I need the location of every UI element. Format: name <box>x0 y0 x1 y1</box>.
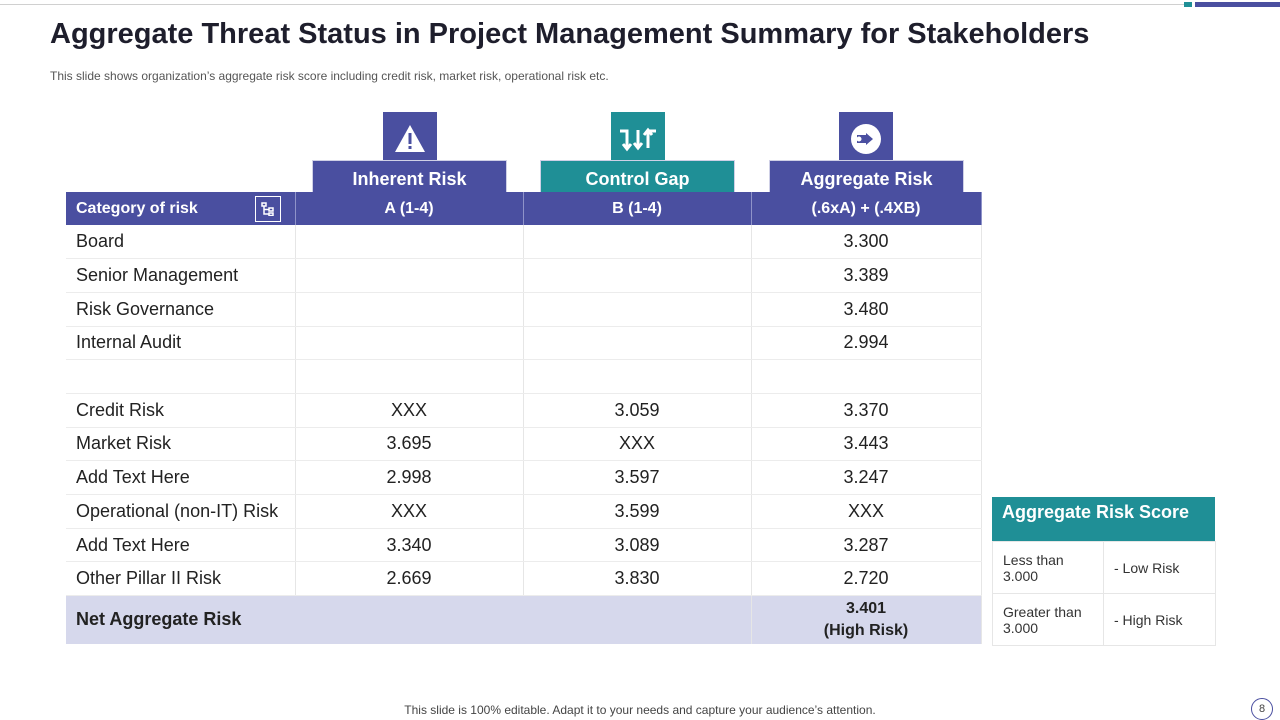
cell-a: 3.340 <box>295 528 524 563</box>
row-label: Risk Governance <box>66 292 296 327</box>
arrows-exchange-icon <box>611 112 665 166</box>
row-label <box>66 359 296 394</box>
net-aggregate-label: Net Aggregate Risk <box>66 595 752 644</box>
cell-a: XXX <box>295 494 524 529</box>
table-row: Market Risk 3.695 XXX 3.443 <box>66 427 982 462</box>
row-label: Board <box>66 225 296 260</box>
hierarchy-icon <box>254 196 281 222</box>
cell-a: XXX <box>295 393 524 428</box>
net-aggregate-status: (High Risk) <box>823 621 909 639</box>
header-a: A (1-4) <box>295 192 524 225</box>
cell-aggregate: 3.287 <box>751 528 982 563</box>
table-row: Credit Risk XXX 3.059 3.370 <box>66 393 982 428</box>
aggregate-arrow-icon <box>839 112 893 166</box>
cell-aggregate <box>751 359 982 394</box>
footer-note: This slide is 100% editable. Adapt it to… <box>404 703 876 717</box>
score-row: Greater than 3.000 - High Risk <box>992 593 1216 646</box>
table-row: Senior Management 3.389 <box>66 258 982 293</box>
cell-a <box>295 225 524 260</box>
table-row: Other Pillar II Risk 2.669 3.830 2.720 <box>66 561 982 597</box>
score-level: - High Risk <box>1103 593 1216 646</box>
cell-a: 2.669 <box>295 561 524 597</box>
header-formula: (.6xA) + (.4XB) <box>751 192 982 225</box>
cell-aggregate: 3.247 <box>751 460 982 495</box>
top-divider-line <box>0 4 1184 5</box>
cell-b: XXX <box>523 427 752 462</box>
table-row: Add Text Here 2.998 3.597 3.247 <box>66 460 982 495</box>
row-label: Market Risk <box>66 427 296 462</box>
cell-b: 3.830 <box>523 561 752 597</box>
cell-b <box>523 359 752 394</box>
score-table: Less than 3.000 - Low Risk Greater than … <box>992 541 1216 646</box>
table-row: Internal Audit 2.994 <box>66 326 982 361</box>
cell-b: 3.599 <box>523 494 752 529</box>
table-row: Operational (non-IT) Risk XXX 3.599 XXX <box>66 494 982 529</box>
cell-a <box>295 292 524 327</box>
cell-a <box>295 326 524 361</box>
cell-b: 3.597 <box>523 460 752 495</box>
cell-aggregate: 3.370 <box>751 393 982 428</box>
cell-b: 3.059 <box>523 393 752 428</box>
cell-a: 3.695 <box>295 427 524 462</box>
net-aggregate-value: 3.401 <box>845 599 887 617</box>
table-row-spacer <box>66 359 982 394</box>
score-threshold: Greater than 3.000 <box>992 593 1104 646</box>
slide-subtitle: This slide shows organization’s aggregat… <box>50 69 609 83</box>
score-threshold: Less than 3.000 <box>992 541 1104 594</box>
cell-aggregate: 2.994 <box>751 326 982 361</box>
header-category: Category of risk <box>66 192 296 225</box>
row-label: Senior Management <box>66 258 296 293</box>
score-row: Less than 3.000 - Low Risk <box>992 541 1216 594</box>
table-row: Risk Governance 3.480 <box>66 292 982 327</box>
cell-b: 3.089 <box>523 528 752 563</box>
net-aggregate-value-cell: 3.401 (High Risk) <box>751 595 982 644</box>
table-row: Board 3.300 <box>66 225 982 260</box>
row-label: Other Pillar II Risk <box>66 561 296 597</box>
net-aggregate-row: Net Aggregate Risk 3.401 (High Risk) <box>66 595 982 644</box>
table-row: Add Text Here 3.340 3.089 3.287 <box>66 528 982 563</box>
cell-b <box>523 258 752 293</box>
cell-b <box>523 326 752 361</box>
cell-b <box>523 225 752 260</box>
cell-a: 2.998 <box>295 460 524 495</box>
table-header-row: Category of risk A (1-4) B (1-4) (.6xA) … <box>66 192 982 225</box>
cell-a <box>295 359 524 394</box>
cell-aggregate: 3.480 <box>751 292 982 327</box>
row-label: Add Text Here <box>66 460 296 495</box>
aggregate-risk-score-box: Aggregate Risk Score Less than 3.000 - L… <box>992 497 1216 646</box>
top-accent-teal <box>1184 2 1192 7</box>
slide-title: Aggregate Threat Status in Project Manag… <box>50 18 1090 50</box>
row-label: Credit Risk <box>66 393 296 428</box>
risk-table: Category of risk A (1-4) B (1-4) (.6xA) … <box>66 192 982 644</box>
header-b: B (1-4) <box>523 192 752 225</box>
warning-icon <box>383 112 437 166</box>
row-label: Add Text Here <box>66 528 296 563</box>
cell-aggregate: XXX <box>751 494 982 529</box>
score-title: Aggregate Risk Score <box>992 497 1215 541</box>
cell-aggregate: 2.720 <box>751 561 982 597</box>
row-label: Internal Audit <box>66 326 296 361</box>
cell-a <box>295 258 524 293</box>
page-number: 8 <box>1251 698 1273 720</box>
row-label: Operational (non-IT) Risk <box>66 494 296 529</box>
header-category-label: Category of risk <box>76 199 198 217</box>
top-accent-navy <box>1195 2 1280 7</box>
score-level: - Low Risk <box>1103 541 1216 594</box>
cell-aggregate: 3.300 <box>751 225 982 260</box>
cell-aggregate: 3.389 <box>751 258 982 293</box>
cell-aggregate: 3.443 <box>751 427 982 462</box>
cell-b <box>523 292 752 327</box>
column-header-control-gap: Control Gap <box>540 160 735 198</box>
